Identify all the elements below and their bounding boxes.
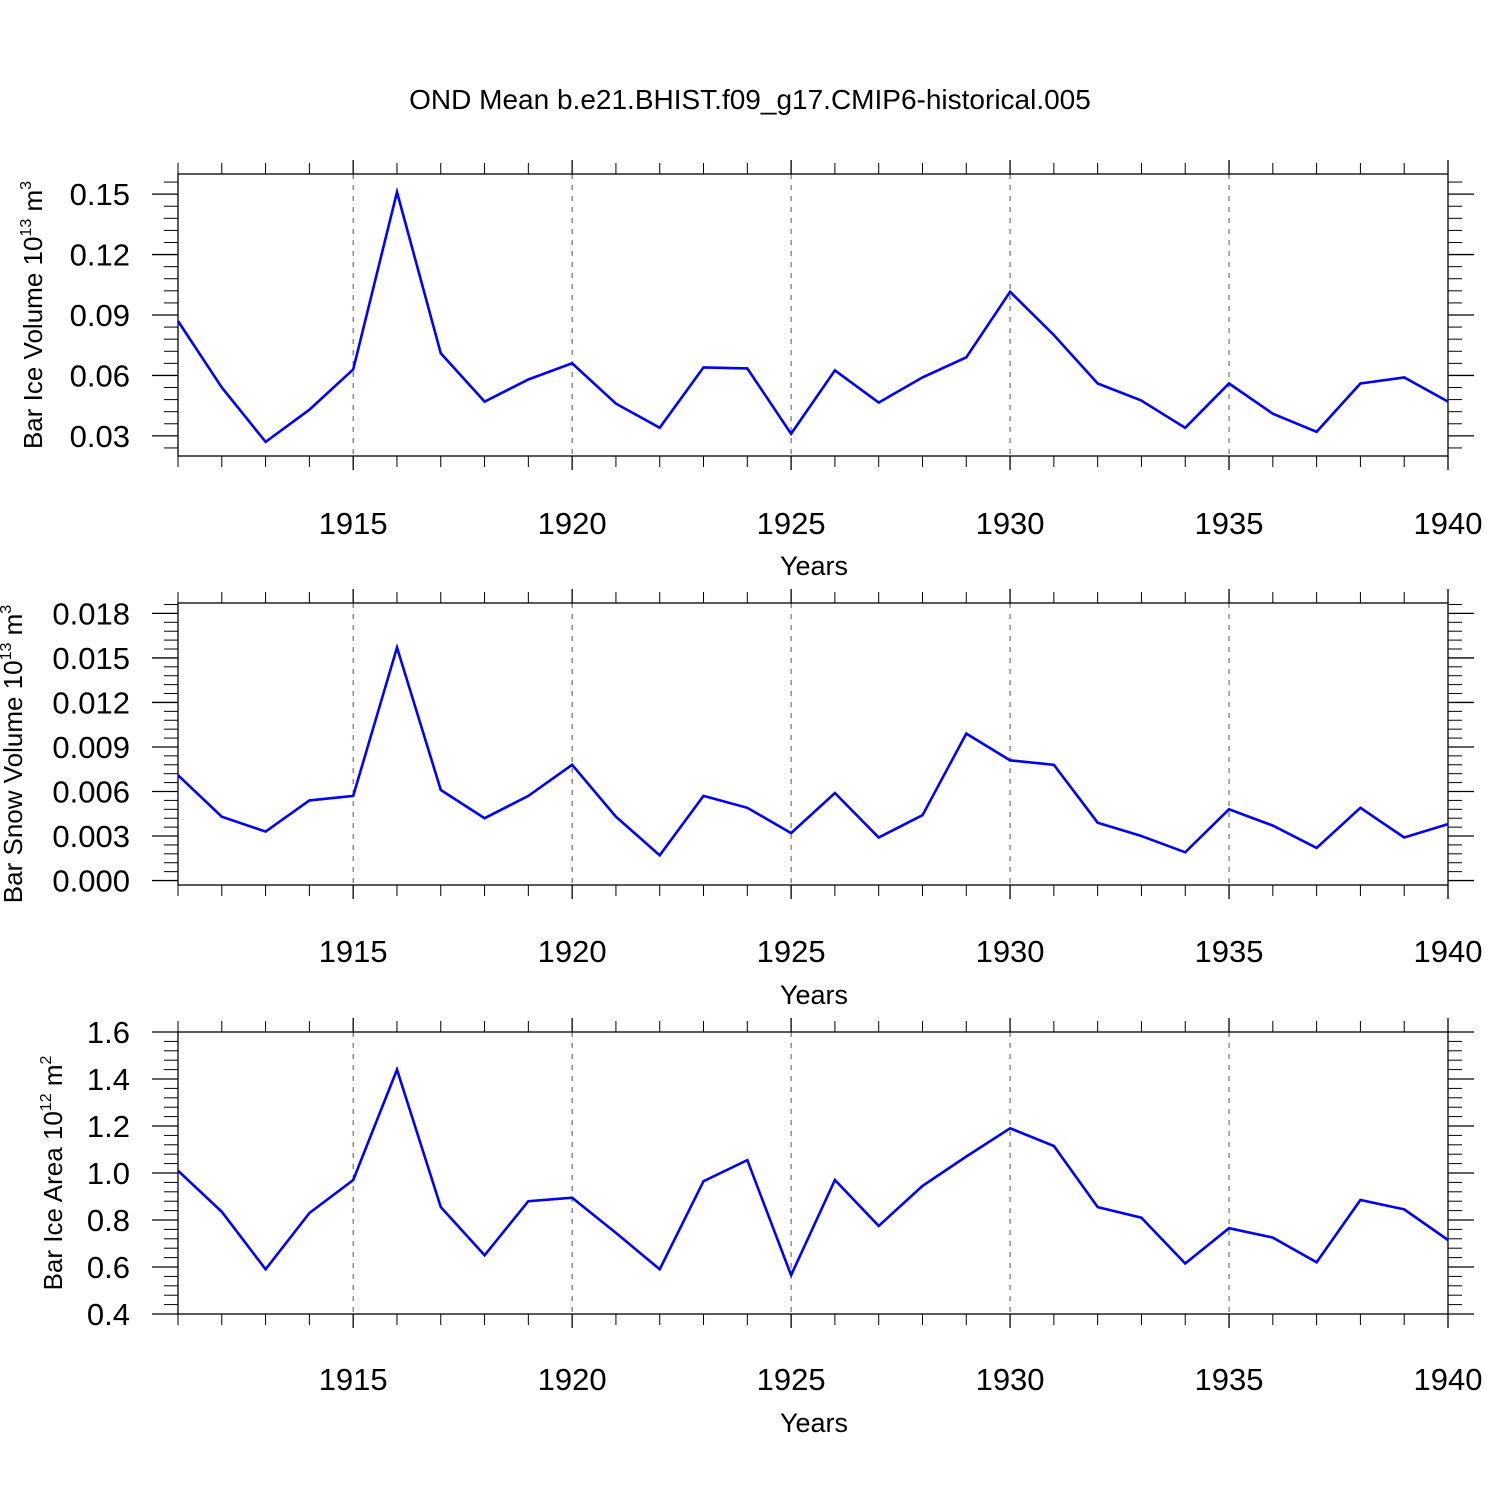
- series-line: [176, 186, 1449, 444]
- y-axis-label: Bar Ice Volume 1013 m3: [18, 181, 48, 449]
- y-axis-label-text: Bar Ice Area 10: [38, 1111, 68, 1290]
- y-tick-label: 0.009: [52, 730, 130, 765]
- x-tick-label: 1925: [757, 1362, 826, 1397]
- x-tick-label: 1915: [319, 934, 388, 969]
- x-tick-label: 1915: [319, 1362, 388, 1397]
- y-tick-label: 0.15: [70, 177, 130, 212]
- x-tick-label: 1940: [1414, 1362, 1483, 1397]
- y-tick-label: 1.4: [87, 1062, 130, 1097]
- y-axis-label-text: Bar Ice Volume 10: [18, 237, 48, 449]
- panel-ice-area: 0.4 0.6 0.8 1.0 1.2 1.4 1.6 1915 1920 1925 1930 193…: [38, 1015, 1482, 1438]
- y-tick-label: 0.018: [52, 596, 130, 631]
- x-tick-label: 1920: [538, 934, 607, 969]
- y-tick-label: 0.6: [87, 1250, 130, 1285]
- x-tick-label: 1925: [757, 934, 826, 969]
- y-tick-label: 0.09: [70, 298, 130, 333]
- y-tick-label: 0.03: [70, 419, 130, 454]
- x-axis-label: Years: [780, 1408, 848, 1438]
- x-tick-label: 1930: [976, 934, 1045, 969]
- y-axis-label-text: Bar Snow Volume 10: [0, 660, 28, 903]
- x-tick-label: 1930: [976, 506, 1045, 541]
- y-axis-label-text: m: [38, 1064, 68, 1093]
- x-axis-label: Years: [780, 980, 848, 1010]
- x-tick-label: 1940: [1414, 934, 1483, 969]
- panel-snow-volume: 0.000 0.003 0.006 0.009 0.012 0.015 0.018 1915 1…: [0, 589, 1482, 1010]
- y-tick-label: 0.015: [52, 641, 130, 676]
- panel-ice-volume: 0.03 0.06 0.09 0.12 0.15 1915 1920 1925 1930 1935…: [18, 160, 1482, 581]
- y-tick-label: 1.2: [87, 1109, 130, 1144]
- x-tick-label: 1920: [538, 1362, 607, 1397]
- y-tick-label: 0.8: [87, 1203, 130, 1238]
- y-tick-label: 0.4: [87, 1297, 130, 1332]
- x-tick-label: 1935: [1195, 506, 1264, 541]
- y-tick-label: 1.0: [87, 1156, 130, 1191]
- y-tick-label: 0.006: [52, 774, 130, 809]
- y-axis-label-exponent: 13: [18, 219, 35, 237]
- y-axis-label-text: m: [0, 614, 28, 643]
- chart-title: OND Mean b.e21.BHIST.f09_g17.CMIP6-histo…: [409, 84, 1091, 115]
- plot-frame: [177, 602, 1449, 886]
- y-axis-label-exponent: 2: [38, 1055, 55, 1064]
- x-tick-label: 1915: [319, 506, 388, 541]
- series-line: [177, 642, 1449, 858]
- y-axis-label-exponent: 3: [18, 181, 35, 190]
- y-axis-label-text: m: [18, 190, 48, 219]
- y-axis-label: Bar Ice Area 1012 m2: [38, 1055, 68, 1290]
- y-tick-label: 0.12: [70, 238, 130, 273]
- y-axis-label-exponent: 13: [0, 642, 15, 660]
- plot-frame: [177, 1031, 1449, 1315]
- y-tick-label: 1.6: [87, 1015, 130, 1050]
- x-tick-label: 1940: [1414, 506, 1483, 541]
- series-line: [177, 1065, 1449, 1279]
- x-tick-label: 1925: [757, 506, 826, 541]
- y-axis-label-exponent: 3: [0, 605, 15, 614]
- x-tick-label: 1935: [1195, 1362, 1264, 1397]
- x-axis-label: Years: [780, 551, 848, 581]
- y-axis-label-exponent: 12: [38, 1093, 55, 1111]
- x-tick-label: 1930: [976, 1362, 1045, 1397]
- y-tick-label: 0.003: [52, 819, 130, 854]
- y-tick-label: 0.012: [52, 685, 130, 720]
- y-tick-label: 0.06: [70, 358, 130, 393]
- x-tick-label: 1935: [1195, 934, 1264, 969]
- plot-frame: [177, 173, 1449, 457]
- y-axis-label: Bar Snow Volume 1013 m3: [0, 605, 28, 904]
- x-tick-label: 1920: [538, 506, 607, 541]
- y-tick-label: 0.000: [52, 864, 130, 899]
